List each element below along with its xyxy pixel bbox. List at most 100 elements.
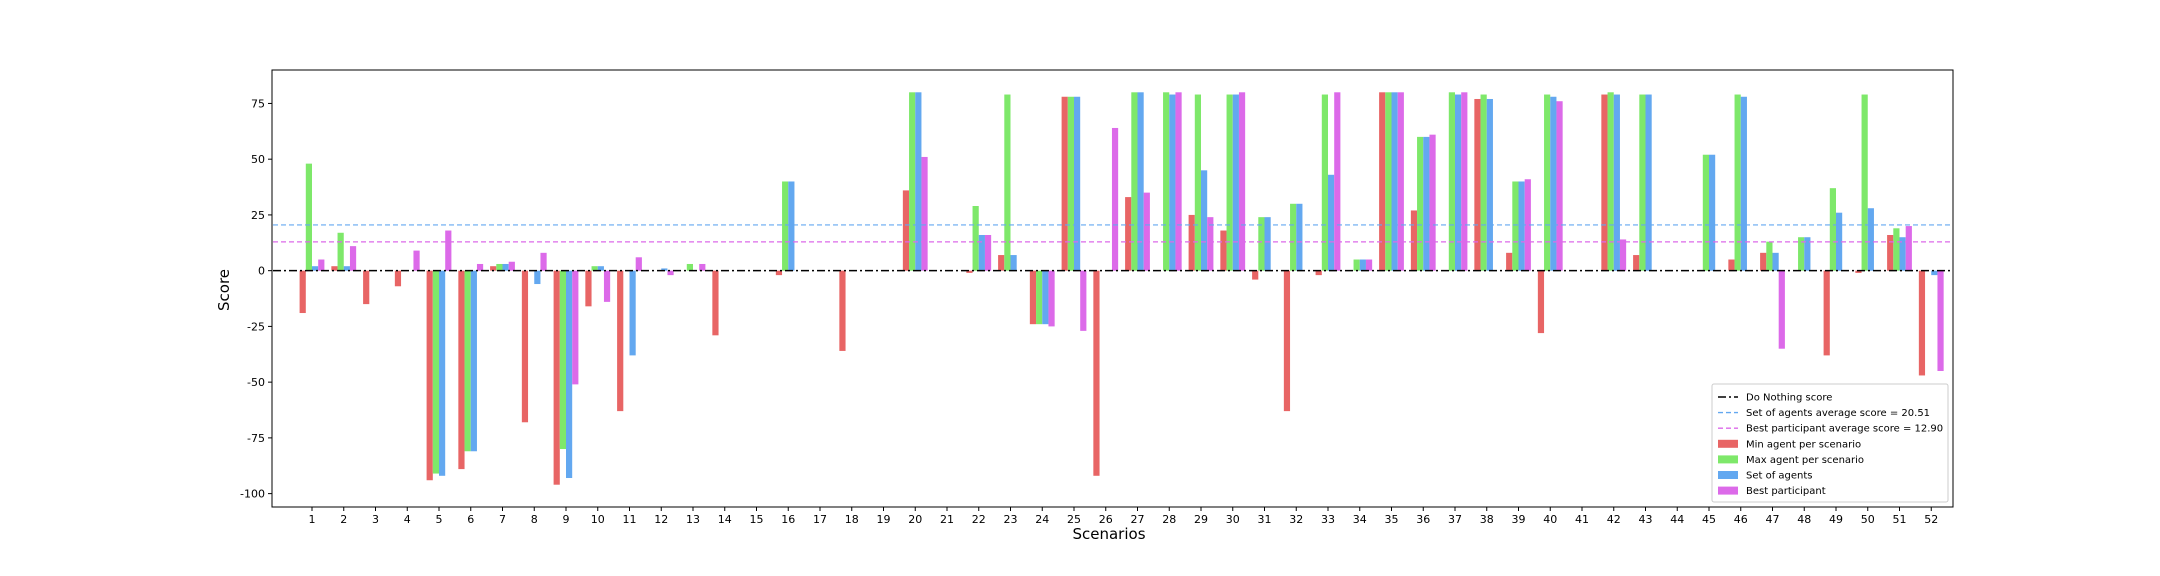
- bar: [984, 234, 992, 271]
- bar: [1315, 270, 1322, 276]
- x-tick-label: 9: [563, 513, 570, 526]
- bar: [1169, 94, 1176, 271]
- bar: [343, 266, 350, 271]
- bar: [585, 270, 592, 307]
- bar: [1010, 255, 1017, 271]
- bar: [476, 263, 484, 271]
- bars-layer: [299, 92, 1944, 485]
- bar: [902, 190, 910, 271]
- x-tick-label: 50: [1861, 513, 1875, 526]
- bar: [445, 230, 452, 271]
- bar: [1855, 270, 1862, 273]
- x-tick-label: 36: [1416, 513, 1430, 526]
- bar: [305, 163, 312, 271]
- bar: [1029, 270, 1037, 325]
- x-tick-label: 51: [1893, 513, 1907, 526]
- y-tick-label: -50: [247, 376, 265, 389]
- x-tick-label: 28: [1162, 513, 1176, 526]
- x-tick-label: 34: [1353, 513, 1367, 526]
- bar: [496, 263, 503, 271]
- legend-label: Do Nothing score: [1746, 393, 1832, 404]
- y-axis-title: Score: [215, 269, 233, 311]
- x-tick-label: 14: [718, 513, 732, 526]
- x-tick-label: 12: [654, 513, 668, 526]
- bar: [1887, 234, 1894, 271]
- legend-label: Set of agents: [1746, 471, 1813, 482]
- bar: [1772, 252, 1779, 271]
- x-tick-label: 13: [686, 513, 700, 526]
- bar: [1379, 92, 1386, 271]
- x-tick-label: 49: [1829, 513, 1843, 526]
- bar: [686, 263, 693, 271]
- bar: [1823, 270, 1830, 356]
- bar: [1321, 94, 1328, 271]
- bar: [1861, 94, 1868, 271]
- y-tick-label: 0: [258, 265, 265, 278]
- bar: [1867, 208, 1874, 271]
- bar: [1048, 270, 1055, 327]
- bar: [1290, 203, 1297, 271]
- bar: [1061, 96, 1068, 271]
- bar: [1042, 270, 1049, 325]
- x-tick-label: 47: [1766, 513, 1780, 526]
- bar: [540, 252, 547, 271]
- x-tick-label: 6: [467, 513, 474, 526]
- bar: [521, 270, 529, 423]
- bar: [572, 270, 579, 385]
- bar: [299, 270, 306, 314]
- x-tick-label: 8: [531, 513, 538, 526]
- bar: [1633, 255, 1640, 271]
- x-tick-label: 18: [845, 513, 859, 526]
- bar: [972, 206, 979, 271]
- bar: [1410, 210, 1418, 271]
- bar: [1365, 259, 1373, 271]
- bar: [597, 266, 604, 271]
- bar: [1429, 134, 1436, 271]
- y-tick-label: -100: [240, 488, 265, 501]
- bar: [1334, 92, 1341, 271]
- bar: [1175, 92, 1182, 271]
- x-tick-label: 31: [1258, 513, 1272, 526]
- legend-color-swatch: [1718, 439, 1738, 448]
- bar: [1613, 94, 1620, 271]
- bar: [909, 92, 916, 271]
- bar: [1188, 214, 1195, 271]
- bar: [318, 259, 325, 271]
- bar: [1937, 270, 1944, 371]
- x-tick-label: 17: [813, 513, 827, 526]
- bar: [1093, 270, 1100, 476]
- bar: [1296, 203, 1303, 271]
- x-tick-label: 20: [908, 513, 922, 526]
- x-tick-label: 22: [972, 513, 986, 526]
- bar: [1080, 270, 1087, 331]
- x-tick-label: 37: [1448, 513, 1462, 526]
- bar: [1074, 96, 1081, 271]
- x-tick-label: 7: [499, 513, 506, 526]
- bar: [1385, 92, 1392, 271]
- x-tick-label: 38: [1480, 513, 1494, 526]
- y-tick-label: 75: [251, 97, 265, 110]
- x-tick-label: 29: [1194, 513, 1208, 526]
- bar: [1283, 270, 1291, 412]
- y-tick-label: -25: [247, 320, 265, 333]
- x-tick-label: 23: [1004, 513, 1018, 526]
- bar: [1111, 127, 1119, 271]
- bar: [1639, 94, 1646, 271]
- bar: [1506, 252, 1513, 271]
- bar: [1734, 94, 1741, 271]
- x-tick-label: 2: [340, 513, 347, 526]
- bar: [1328, 174, 1335, 271]
- bar: [1645, 94, 1652, 271]
- bar: [1702, 154, 1709, 271]
- x-tick-label: 45: [1702, 513, 1716, 526]
- bar: [413, 250, 420, 271]
- bar: [1740, 96, 1747, 271]
- bar: [617, 270, 624, 412]
- bar: [1238, 92, 1246, 271]
- bar: [1226, 94, 1233, 271]
- bar: [394, 270, 402, 287]
- bar: [1893, 228, 1900, 271]
- bar: [1905, 226, 1912, 271]
- plot-frame: [271, 69, 1954, 508]
